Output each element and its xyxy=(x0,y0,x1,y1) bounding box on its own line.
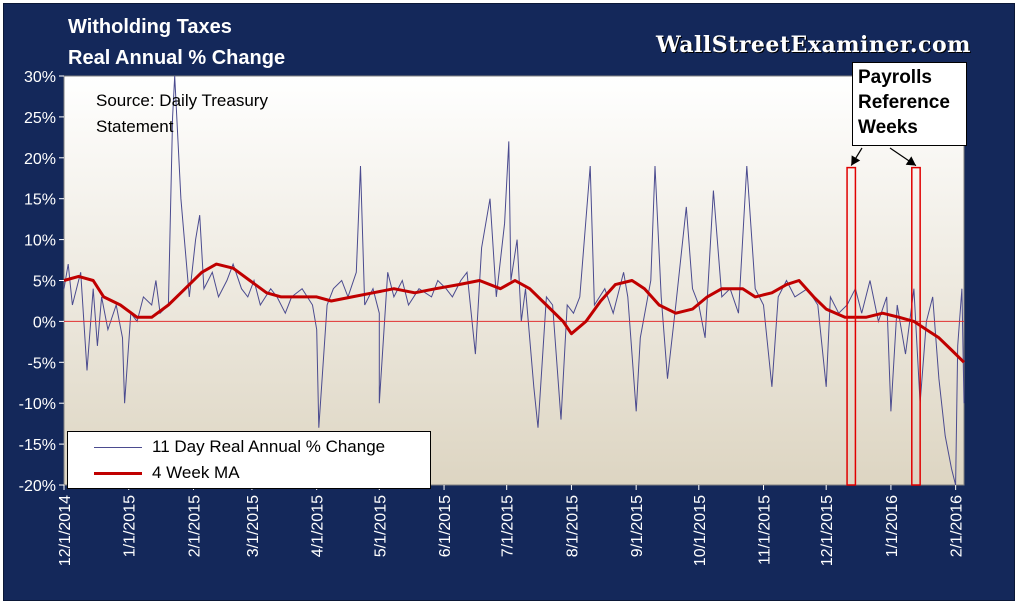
x-tick-label: 6/1/2015 xyxy=(437,495,454,557)
callout-arrowhead xyxy=(851,155,861,166)
y-tick-label: -15% xyxy=(19,437,56,454)
y-tick-label: -20% xyxy=(19,478,56,495)
legend-entry-daily: 11 Day Real Annual % Change xyxy=(68,436,430,460)
watermark: WallStreetExaminer.com xyxy=(656,32,971,58)
callout-line-2: Reference xyxy=(858,92,950,113)
chart-subtitle: Real Annual % Change xyxy=(68,47,286,69)
legend-label-daily: 11 Day Real Annual % Change xyxy=(152,437,386,456)
callout-arrowhead xyxy=(905,156,916,166)
payrolls-reference-callout: Payrolls Reference Weeks xyxy=(852,62,967,146)
x-tick-label: 1/1/2015 xyxy=(122,495,139,557)
legend-swatch-ma xyxy=(94,472,142,475)
y-tick-label: 25% xyxy=(24,110,56,127)
x-tick-label: 12/1/2014 xyxy=(57,495,74,566)
x-tick-label: 5/1/2015 xyxy=(372,495,389,557)
y-tick-label: 30% xyxy=(24,69,56,86)
source-note-line-1: Source: Daily Treasury xyxy=(96,91,268,110)
series-line-4-week-ma xyxy=(63,262,966,364)
x-tick-label: 9/1/2015 xyxy=(629,495,646,557)
y-tick-label: 20% xyxy=(24,151,56,168)
x-tick-label: 1/1/2016 xyxy=(884,495,901,557)
y-tick-label: -10% xyxy=(19,396,56,413)
callout-line-3: Weeks xyxy=(858,117,918,138)
x-tick-label: 7/1/2015 xyxy=(500,495,517,557)
legend-entry-ma: 4 Week MA xyxy=(68,462,430,486)
y-tick-label: 5% xyxy=(33,274,56,291)
legend-swatch-daily xyxy=(94,447,142,448)
payroll-week-highlight xyxy=(846,166,857,486)
x-tick-label: 4/1/2015 xyxy=(310,495,327,557)
x-tick-label: 11/1/2015 xyxy=(757,495,774,565)
legend-label-ma: 4 Week MA xyxy=(152,463,240,482)
y-tick-label: 15% xyxy=(24,192,56,209)
x-tick-label: 2/1/2015 xyxy=(186,495,203,557)
series-line-daily-change xyxy=(63,75,965,486)
y-tick-label: 0% xyxy=(33,314,56,331)
x-tick-label: 3/1/2015 xyxy=(245,495,262,557)
y-tick-label: 10% xyxy=(24,233,56,250)
y-tick-label: -5% xyxy=(28,355,56,372)
x-tick-label: 12/1/2015 xyxy=(819,495,836,566)
chart-title: Witholding Taxes xyxy=(68,16,232,38)
callout-line-1: Payrolls xyxy=(858,67,932,88)
source-note-line-2: Statement xyxy=(96,117,174,136)
x-tick-label: 8/1/2015 xyxy=(564,495,581,557)
x-tick-label: 10/1/2015 xyxy=(692,495,709,566)
legend: 11 Day Real Annual % Change 4 Week MA xyxy=(67,431,431,489)
payroll-week-highlight xyxy=(911,166,921,486)
x-tick-label: 2/1/2016 xyxy=(949,495,966,557)
